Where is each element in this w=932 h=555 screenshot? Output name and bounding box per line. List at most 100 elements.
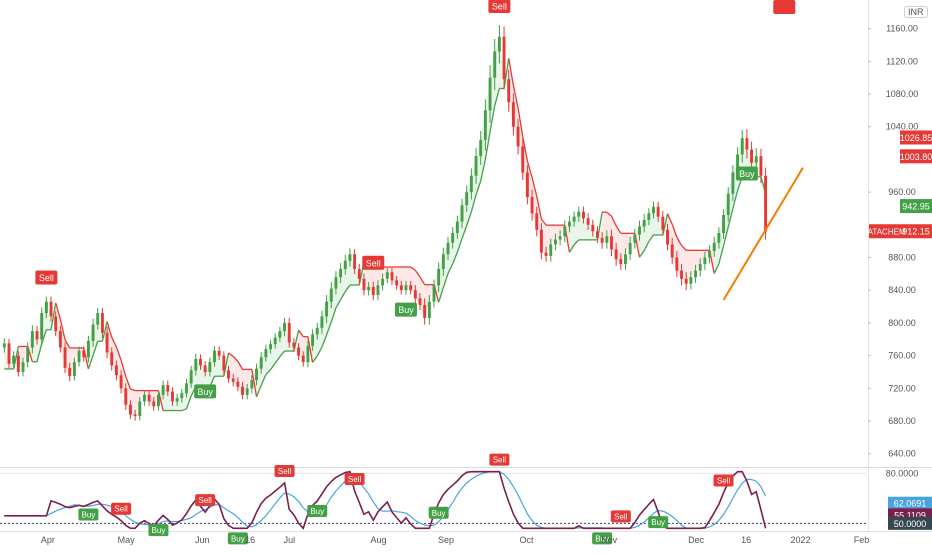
trend-stop-segment [59, 319, 66, 340]
candle-body [680, 270, 683, 279]
trend-stop-segment [232, 355, 239, 362]
price-tick-label: 800.00 [888, 318, 916, 328]
trend-stop-segment [270, 362, 276, 371]
candle [675, 250, 679, 278]
candle [142, 390, 146, 406]
main-signals: Sell Buy Sell Buy Sell Buy Sell [35, 0, 796, 399]
trend-stop-segment [41, 329, 47, 345]
candle [717, 227, 721, 249]
candle-body [152, 401, 156, 407]
candle-body [357, 268, 361, 279]
candle [44, 296, 48, 319]
candle-body [530, 197, 534, 214]
time-axis-labels: Apr May Jun 16 Jul Aug Sep Oct Nov Dec 16 2022 Feb [41, 535, 869, 545]
candle [413, 285, 417, 304]
candle-body [259, 357, 263, 369]
candle [605, 230, 609, 249]
candle-body [497, 36, 501, 52]
trend-stop-segment [671, 223, 678, 238]
candle-body [301, 355, 305, 363]
trend-stop-segment [568, 244, 575, 253]
candle [441, 247, 445, 276]
candle-body [157, 394, 160, 407]
candle [427, 295, 431, 325]
candle [722, 209, 726, 239]
osc-signal-sell: Sell [489, 453, 510, 466]
candle-body [390, 272, 394, 281]
signal-badge [773, 0, 796, 14]
candle-body [171, 391, 174, 402]
candle-body [483, 110, 487, 140]
candle-body [16, 355, 20, 372]
candle-body [465, 192, 469, 206]
osc-signal-label: Buy [152, 526, 166, 535]
candle [525, 165, 529, 205]
price-tick-label: 1120.00 [886, 56, 918, 66]
candle-body [339, 268, 343, 278]
candle-body [91, 324, 95, 341]
candle-body [44, 301, 48, 314]
candle-body [661, 216, 665, 230]
osc-signal-sell: Sell [274, 464, 295, 477]
time-axis-label: Apr [41, 535, 55, 545]
candle [633, 228, 637, 249]
currency-badge[interactable]: INR [904, 6, 928, 18]
candle [656, 201, 660, 222]
candle-body [455, 221, 459, 233]
trend-band-segment [354, 268, 360, 285]
trend-stop-segment [676, 236, 683, 246]
signal-label: Sell [39, 273, 54, 283]
candle [77, 346, 81, 367]
candle [21, 357, 25, 377]
candle [582, 206, 585, 224]
candle-body [292, 342, 296, 348]
candle [35, 325, 39, 345]
candle [558, 230, 562, 246]
trend-stop-segment [111, 337, 118, 348]
trend-stop-segment [606, 211, 612, 217]
candle-body [446, 242, 450, 255]
candle-body [409, 285, 413, 291]
candle [469, 168, 473, 200]
candle [521, 138, 525, 180]
trend-band-segment [368, 262, 374, 296]
candle-body [72, 362, 76, 377]
trend-band-segment [546, 225, 551, 256]
candle [399, 280, 403, 295]
candle-body [283, 322, 286, 332]
trend-stop-segment [666, 213, 673, 225]
candle [54, 311, 58, 337]
trend-band-segment [578, 211, 584, 240]
candle [278, 326, 282, 343]
trend-stop-segment [610, 215, 617, 227]
candle [596, 226, 599, 244]
candle [567, 215, 571, 233]
candle [483, 99, 487, 151]
candle-body [395, 280, 399, 286]
candle-body [502, 36, 506, 80]
candle-body [423, 304, 427, 319]
candle-body [596, 231, 599, 238]
candle-body [26, 347, 30, 363]
candle [390, 267, 394, 285]
candle-body [614, 249, 618, 260]
candle-body [311, 334, 315, 346]
candle-body [367, 286, 371, 291]
osc-price-label: 62.0691 [888, 496, 932, 510]
trend-band-segment [219, 355, 224, 377]
candle [231, 374, 235, 387]
candle [586, 213, 590, 230]
trend-stop-segment [228, 352, 234, 357]
candle-body [451, 233, 455, 243]
candle [301, 351, 305, 367]
candle-body [77, 350, 81, 363]
candle [100, 307, 104, 338]
candle-body [591, 224, 595, 232]
trend-stop-segment [681, 244, 687, 251]
osc-signal-badge [78, 508, 99, 521]
trend-stop-segment [50, 302, 57, 330]
candle-body [558, 236, 562, 240]
candle-body [759, 156, 763, 176]
